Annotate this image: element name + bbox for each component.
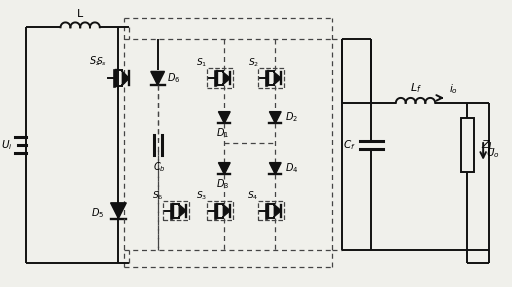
Polygon shape <box>274 72 281 84</box>
Polygon shape <box>223 205 230 217</box>
Text: $C_b$: $C_b$ <box>153 161 166 174</box>
Text: $D_4$: $D_4$ <box>285 162 298 175</box>
Text: $L_f$: $L_f$ <box>410 81 421 95</box>
Bar <box>258 201 284 220</box>
Polygon shape <box>122 71 129 85</box>
Text: $C_f$: $C_f$ <box>343 138 356 152</box>
Polygon shape <box>111 203 126 218</box>
Polygon shape <box>179 205 186 217</box>
Polygon shape <box>274 205 281 217</box>
Polygon shape <box>219 163 230 174</box>
Text: $U_i$: $U_i$ <box>1 138 12 152</box>
Text: $S_s$: $S_s$ <box>89 55 101 69</box>
Bar <box>162 201 189 220</box>
Text: $D_1$: $D_1$ <box>216 126 229 140</box>
Text: $S_{s}$: $S_{s}$ <box>96 56 106 69</box>
Polygon shape <box>269 112 281 123</box>
Bar <box>207 69 233 88</box>
Text: L: L <box>77 9 83 20</box>
Bar <box>461 118 474 172</box>
Polygon shape <box>223 72 230 84</box>
Text: $Z_L$: $Z_L$ <box>481 138 495 152</box>
Bar <box>207 201 233 220</box>
Text: $D_5$: $D_5$ <box>92 206 104 220</box>
Text: $S_{4}$: $S_{4}$ <box>247 189 259 202</box>
Text: $D_2$: $D_2$ <box>285 110 298 125</box>
Polygon shape <box>219 112 230 123</box>
Text: $U_o$: $U_o$ <box>486 146 500 160</box>
Bar <box>258 69 284 88</box>
Text: $S_{6}$: $S_{6}$ <box>152 189 163 202</box>
Text: $D_6$: $D_6$ <box>167 71 181 85</box>
Text: $D_3$: $D_3$ <box>216 177 229 191</box>
Text: $i_o$: $i_o$ <box>449 82 458 96</box>
Text: $S_{1}$: $S_{1}$ <box>197 57 208 69</box>
Text: $S_{2}$: $S_{2}$ <box>247 57 259 69</box>
Polygon shape <box>151 71 164 85</box>
Text: $S_{3}$: $S_{3}$ <box>197 189 208 202</box>
Polygon shape <box>269 163 281 174</box>
